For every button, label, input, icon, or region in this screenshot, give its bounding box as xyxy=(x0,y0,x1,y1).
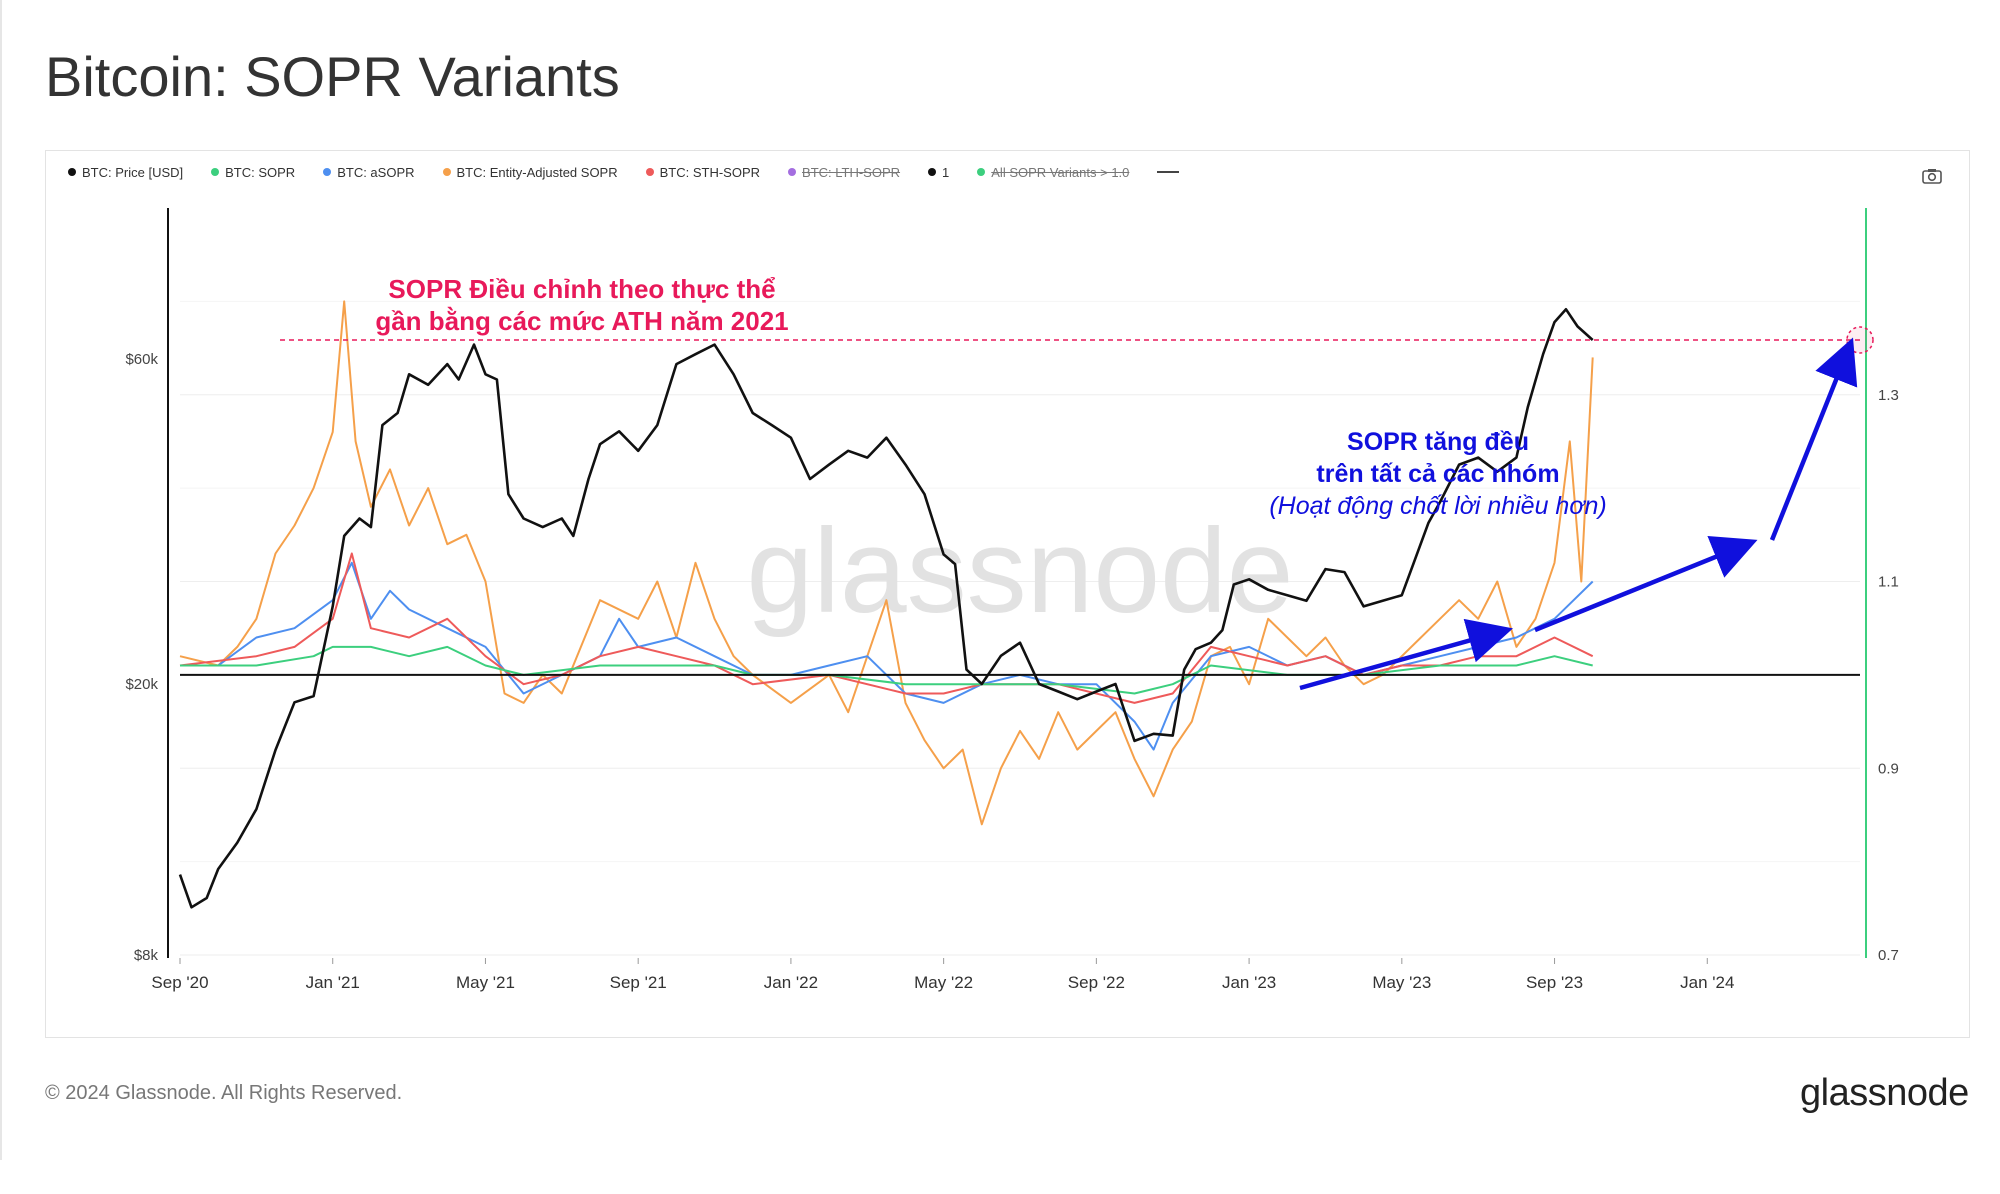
legend-label: BTC: LTH-SOPR xyxy=(802,164,901,180)
trend-arrow xyxy=(1299,618,1514,691)
legend-dot xyxy=(928,168,937,176)
trend-arrow xyxy=(1534,535,1758,633)
y-left-tick-label: $8k xyxy=(134,947,159,964)
legend-dot xyxy=(323,168,332,176)
annotation-right-line1: SOPR tăng đều xyxy=(1347,428,1529,456)
x-tick-label: Jan '21 xyxy=(306,973,360,992)
legend-item-one[interactable]: 1 xyxy=(928,163,949,181)
legend-label: 1 xyxy=(942,164,950,180)
x-tick-label: Jan '23 xyxy=(1222,973,1276,992)
annotation-right-line2: trên tất cả các nhóm xyxy=(1316,460,1559,488)
legend-label: BTC: Entity-Adjusted SOPR xyxy=(456,164,618,180)
legend-dot xyxy=(211,168,220,176)
legend-label: BTC: STH-SOPR xyxy=(659,164,761,180)
legend-label: BTC: aSOPR xyxy=(337,164,415,180)
series-line-btc-price-usd- xyxy=(178,308,1594,909)
y-right-tick-label: 0.7 xyxy=(1878,947,1899,964)
x-tick-label: Sep '20 xyxy=(151,973,208,992)
left-edge-divider xyxy=(0,0,2,1160)
annotation-right-line3: (Hoạt động chốt lời nhiều hơn) xyxy=(1269,492,1606,520)
legend-label: BTC: Price [USD] xyxy=(82,164,184,180)
legend-item-all-above-one[interactable]: All SOPR Variants > 1.0 xyxy=(977,163,1129,181)
chart-legend: BTC: Price [USD] BTC: SOPR BTC: aSOPR BT… xyxy=(68,163,1180,181)
x-tick-label: Sep '22 xyxy=(1068,973,1125,992)
legend-label: All SOPR Variants > 1.0 xyxy=(991,164,1130,180)
dash-icon xyxy=(1157,171,1180,173)
legend-item-extra[interactable] xyxy=(1157,163,1180,181)
legend-item-asopr[interactable]: BTC: aSOPR xyxy=(323,163,415,181)
chart-panel xyxy=(45,150,1970,1038)
trend-arrow xyxy=(1769,337,1858,541)
y-left-tick-label: $20k xyxy=(125,676,158,693)
legend-dot xyxy=(442,168,451,176)
legend-item-sopr[interactable]: BTC: SOPR xyxy=(211,163,295,181)
x-tick-label: Jan '22 xyxy=(764,973,818,992)
footer-copyright: © 2024 Glassnode. All Rights Reserved. xyxy=(45,1082,403,1104)
legend-dot xyxy=(977,168,986,176)
series-line-btc-sth-sopr xyxy=(179,552,1594,704)
legend-dot xyxy=(788,168,797,176)
x-tick-label: May '21 xyxy=(456,973,515,992)
y-right-tick-label: 1.1 xyxy=(1878,574,1899,591)
x-tick-label: Jan '24 xyxy=(1680,973,1734,992)
x-tick-label: Sep '21 xyxy=(610,973,667,992)
x-tick-label: Sep '23 xyxy=(1526,973,1583,992)
camera-icon[interactable] xyxy=(1922,168,1942,184)
y-right-tick-label: 1.3 xyxy=(1878,387,1899,404)
x-tick-label: May '22 xyxy=(914,973,973,992)
legend-dot xyxy=(68,168,76,176)
ath-marker-circle xyxy=(1846,326,1874,354)
legend-item-entity-sopr[interactable]: BTC: Entity-Adjusted SOPR xyxy=(442,163,618,181)
annotation-left-line2: gần bằng các mức ATH năm 2021 xyxy=(375,306,788,336)
y-left-tick-label: $60k xyxy=(125,351,158,368)
legend-dot xyxy=(645,168,654,176)
page-title: Bitcoin: SOPR Variants xyxy=(45,45,620,108)
y-right-tick-label: 0.9 xyxy=(1878,760,1899,777)
legend-item-lth-sopr[interactable]: BTC: LTH-SOPR xyxy=(788,163,900,181)
watermark-text: glassnode xyxy=(746,504,1293,638)
legend-item-sth-sopr[interactable]: BTC: STH-SOPR xyxy=(645,163,761,181)
legend-label: BTC: SOPR xyxy=(225,164,296,180)
legend-item-price[interactable]: BTC: Price [USD] xyxy=(68,163,183,181)
x-tick-label: May '23 xyxy=(1372,973,1431,992)
brand-logo: glassnode xyxy=(1800,1072,1969,1114)
annotation-left-line1: SOPR Điều chỉnh theo thực thể xyxy=(388,274,775,304)
